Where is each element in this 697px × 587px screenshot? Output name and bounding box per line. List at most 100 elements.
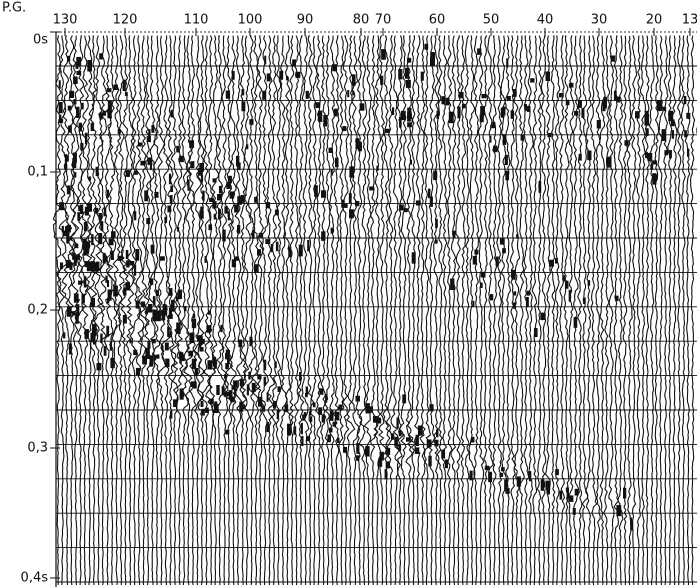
trace-fill [106,280,110,287]
trace-fill [617,96,621,103]
trace-fill [95,262,99,269]
trace-fill [156,354,160,359]
trace-fill [125,282,131,291]
trace-fill [662,106,667,112]
trace-fill [239,401,244,412]
trace-fill [545,71,551,82]
trace-fill [68,343,72,355]
trace [667,35,673,586]
station-label: 50 [483,13,500,28]
trace-fill [135,300,140,309]
trace-fill [83,221,88,232]
station-label: 60 [429,13,446,28]
trace-fill [506,95,511,101]
trace-fill [298,244,303,257]
trace-fill [616,505,622,517]
trace-fill [435,429,439,438]
trace [80,35,90,586]
trace-fill [110,357,115,369]
trace-fill [59,202,65,211]
trace-fill [75,312,79,324]
trace-fill [415,200,421,206]
trace [247,35,256,586]
trace-fill [480,271,486,278]
trace-fill [513,291,517,296]
trace-fill [65,163,68,170]
trace [464,35,470,585]
trace-fill [334,157,339,168]
trace-fill [229,390,233,399]
trace-fill [615,295,619,302]
trace [427,35,437,585]
trace [328,35,336,586]
trace-fill [85,132,88,145]
trace-fill [232,70,235,80]
trace-fill [84,246,88,256]
trace-fill [635,111,640,119]
trace [307,35,315,585]
trace-fill [88,176,92,181]
trace-fill [402,394,407,404]
trace-fill [405,67,409,79]
trace-fill [424,43,429,50]
trace-fill [380,75,384,85]
trace-fill [80,102,84,110]
trace-fill [321,414,326,423]
trace-fill [65,259,71,269]
trace-fill [155,310,161,322]
trace [275,35,283,586]
trace-fill [94,207,99,214]
trace [654,35,660,586]
trace-fill [133,211,137,221]
trace-fill [209,398,214,405]
trace-fill [113,285,118,297]
trace-fill [91,325,97,337]
trace-fill [257,249,261,256]
trace-fill [216,384,220,396]
trace-fill [208,224,213,231]
trace-fill [596,120,601,129]
trace [229,35,238,586]
trace-fill [87,202,93,212]
trace-fill [332,64,338,72]
trace-fill [319,388,324,395]
trace-fill [266,73,271,82]
trace-fill [426,439,432,448]
trace [689,35,696,586]
trace-fill [179,392,185,397]
trace-fill [448,111,454,124]
trace-fill [284,404,289,413]
trace-fill [489,294,494,301]
trace-fill [286,75,289,81]
trace-fill [357,141,362,152]
trace-fill [581,107,585,118]
trace-fill [64,154,67,165]
trace-fill [398,445,402,452]
trace-fill [90,297,96,307]
trace-fill [222,229,226,242]
trace-fill [409,159,413,165]
trace-fill [347,90,350,98]
trace-fill [78,122,82,132]
trace-fill [577,100,582,108]
station-label: 40 [537,13,554,28]
trace-fill [65,155,69,162]
trace-fill [504,479,508,491]
trace-fill [234,388,237,397]
trace [419,35,427,586]
trace-fill [303,412,307,418]
trace-fill [327,434,331,443]
trace-fill [164,216,168,224]
trace [585,35,592,586]
trace-fill [352,90,355,96]
trace-fill [155,289,159,296]
trace-fill [502,248,506,254]
trace-fill [376,165,379,171]
trace [239,35,250,585]
trace-fill [445,97,450,106]
trace [626,35,633,586]
trace-fill [606,156,612,168]
trace [509,35,516,586]
trace-fill [100,221,104,231]
trace [369,35,379,586]
